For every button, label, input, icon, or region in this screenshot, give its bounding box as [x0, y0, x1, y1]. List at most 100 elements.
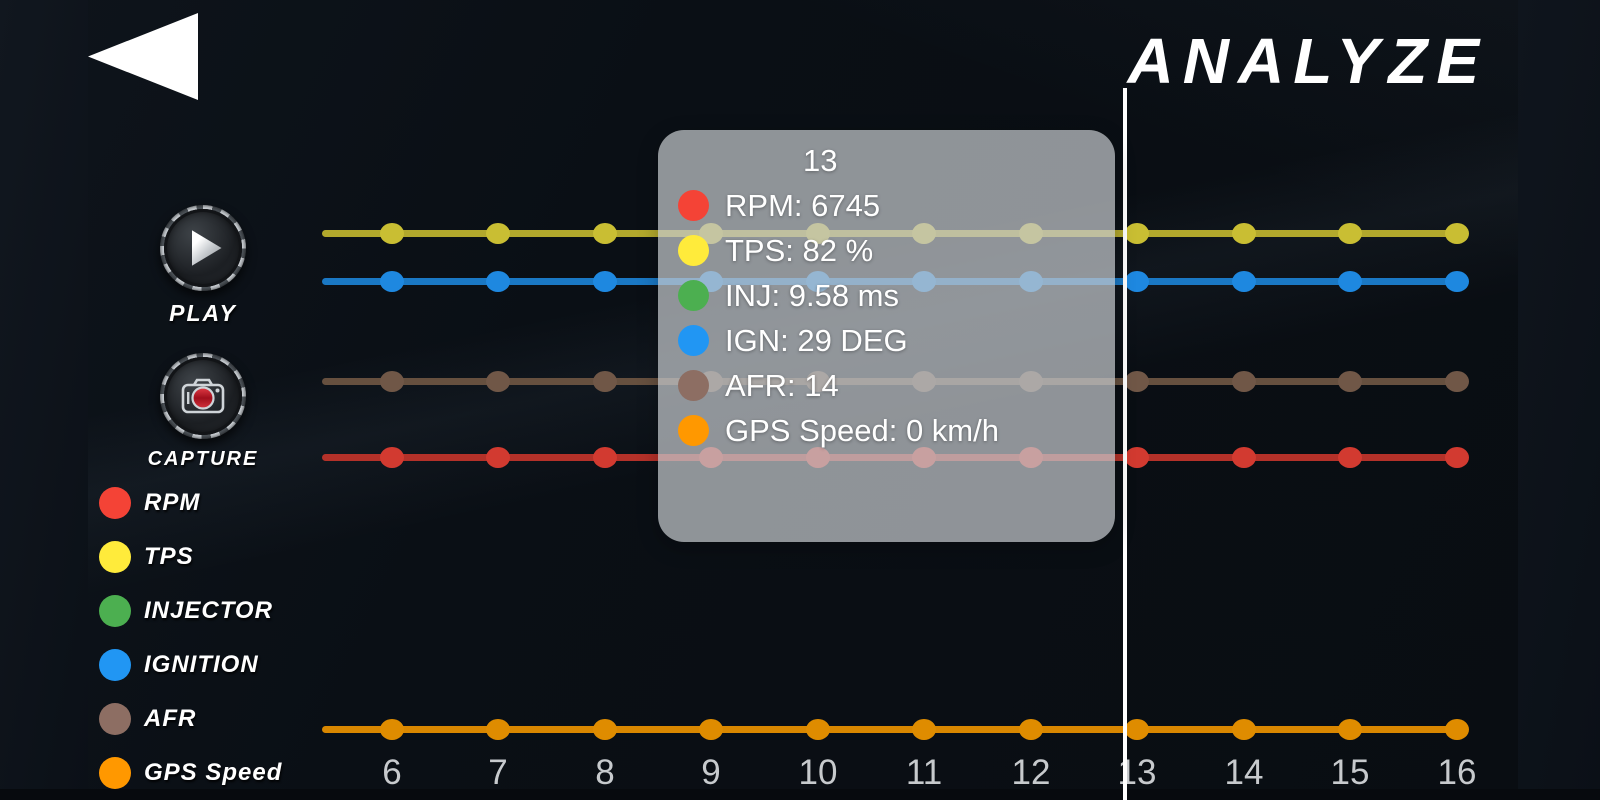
series-point-rpm[interactable]: [1445, 446, 1469, 468]
series-point-rpm[interactable]: [593, 446, 617, 468]
x-axis-label: 10: [798, 753, 838, 792]
x-axis-label: 8: [595, 753, 615, 792]
legend-dot-tps: [99, 541, 131, 573]
tooltip-row-afr: AFR: 14: [658, 363, 1115, 408]
x-axis-label: 9: [701, 753, 721, 792]
legend-item-tps[interactable]: TPS: [99, 530, 282, 584]
series-point-tps[interactable]: [1338, 222, 1362, 244]
series-point-tps[interactable]: [1232, 222, 1256, 244]
series-point-afr[interactable]: [1445, 370, 1469, 392]
series-point-afr[interactable]: [1232, 370, 1256, 392]
tooltip-value-inj: INJ: 9.58 ms: [725, 277, 899, 313]
series-point-tps[interactable]: [1445, 222, 1469, 244]
series-point-gps[interactable]: [699, 718, 723, 740]
play-button-face: [164, 209, 242, 287]
series-point-gps[interactable]: [806, 718, 830, 740]
tooltip-value-tps: TPS: 82 %: [725, 232, 874, 268]
series-point-afr[interactable]: [1125, 370, 1149, 392]
tooltip-value-afr: AFR: 14: [725, 367, 839, 403]
series-point-afr[interactable]: [380, 370, 404, 392]
series-point-rpm[interactable]: [380, 446, 404, 468]
legend-label-ignition: IGNITION: [144, 651, 259, 678]
series-point-ignition[interactable]: [486, 270, 510, 292]
data-tooltip: 13 RPM: 6745 TPS: 82 % INJ: 9.58 ms IGN: 29…: [658, 130, 1115, 542]
legend-dot-afr: [99, 703, 131, 735]
series-point-ignition[interactable]: [1232, 270, 1256, 292]
series-point-ignition[interactable]: [380, 270, 404, 292]
series-line-gps: [322, 725, 1457, 733]
series-point-rpm[interactable]: [1125, 446, 1149, 468]
series-point-tps[interactable]: [1125, 222, 1149, 244]
x-axis-label: 6: [382, 753, 402, 792]
bottom-edge-strip: [0, 789, 1600, 800]
tooltip-row-gps: GPS Speed: 0 km/h: [658, 408, 1115, 453]
series-point-gps[interactable]: [1338, 718, 1362, 740]
play-control: PLAY: [143, 205, 263, 327]
series-point-ignition[interactable]: [1338, 270, 1362, 292]
legend-dot-rpm: [99, 487, 131, 519]
x-axis-label: 12: [1011, 753, 1051, 792]
series-point-rpm[interactable]: [1338, 446, 1362, 468]
legend-dot-ignition: [99, 649, 131, 681]
capture-button-face: [164, 357, 242, 435]
tooltip-value-rpm: RPM: 6745: [725, 187, 881, 223]
tooltip-row-tps: TPS: 82 %: [658, 228, 1115, 273]
legend-dot-gps: [99, 757, 131, 789]
legend-item-injector[interactable]: INJECTOR: [99, 584, 282, 638]
series-point-ignition[interactable]: [1445, 270, 1469, 292]
tooltip-dot-rpm: [678, 190, 709, 221]
legend-item-afr[interactable]: AFR: [99, 692, 282, 746]
play-label: PLAY: [169, 300, 237, 326]
series-point-gps[interactable]: [1019, 718, 1043, 740]
series-point-tps[interactable]: [380, 222, 404, 244]
camera-icon: [181, 378, 225, 414]
series-point-tps[interactable]: [486, 222, 510, 244]
tooltip-dot-ign: [678, 325, 709, 356]
legend-label-tps: TPS: [144, 543, 194, 570]
legend: RPM TPS INJECTOR IGNITION AFR GPS Speed: [99, 476, 282, 800]
series-point-ignition[interactable]: [1125, 270, 1149, 292]
series-point-gps[interactable]: [1125, 718, 1149, 740]
capture-button[interactable]: [160, 353, 246, 439]
play-button[interactable]: [160, 205, 246, 291]
play-icon: [191, 230, 222, 266]
legend-label-gps: GPS Speed: [144, 759, 283, 786]
capture-control: CAPTURE: [143, 353, 263, 471]
back-button[interactable]: [88, 13, 198, 100]
series-point-rpm[interactable]: [1232, 446, 1256, 468]
series-point-tps[interactable]: [593, 222, 617, 244]
tooltip-value-ign: IGN: 29 DEG: [725, 322, 908, 358]
series-point-gps[interactable]: [380, 718, 404, 740]
series-point-rpm[interactable]: [486, 446, 510, 468]
tooltip-dot-gps: [678, 415, 709, 446]
legend-label-afr: AFR: [144, 705, 197, 732]
legend-item-ignition[interactable]: IGNITION: [99, 638, 282, 692]
series-point-gps[interactable]: [593, 718, 617, 740]
tooltip-row-ign: IGN: 29 DEG: [658, 318, 1115, 363]
series-point-gps[interactable]: [1232, 718, 1256, 740]
series-point-afr[interactable]: [593, 370, 617, 392]
x-axis-label: 15: [1330, 753, 1370, 792]
chart-cursor-line[interactable]: [1123, 88, 1127, 800]
series-point-afr[interactable]: [486, 370, 510, 392]
legend-label-injector: INJECTOR: [144, 597, 273, 624]
series-point-gps[interactable]: [486, 718, 510, 740]
tooltip-dot-afr: [678, 370, 709, 401]
tooltip-title: 13: [803, 143, 838, 178]
legend-label-rpm: RPM: [144, 489, 201, 516]
legend-item-gps[interactable]: GPS Speed: [99, 746, 282, 800]
series-point-gps[interactable]: [1445, 718, 1469, 740]
legend-item-rpm[interactable]: RPM: [99, 476, 282, 530]
tooltip-row-inj: INJ: 9.58 ms: [658, 273, 1115, 318]
x-axis-label: 16: [1437, 753, 1477, 792]
series-point-ignition[interactable]: [593, 270, 617, 292]
series-point-afr[interactable]: [1338, 370, 1362, 392]
x-axis-label: 11: [905, 753, 943, 792]
x-axis-label: 7: [488, 753, 508, 792]
x-axis-label: 14: [1224, 753, 1264, 792]
tooltip-row-rpm: RPM: 6745: [658, 183, 1115, 228]
page-title: ANALYZE: [1127, 25, 1488, 97]
tooltip-value-gps: GPS Speed: 0 km/h: [725, 412, 999, 448]
series-point-gps[interactable]: [912, 718, 936, 740]
tooltip-rows: RPM: 6745 TPS: 82 % INJ: 9.58 ms IGN: 29 DE…: [658, 183, 1115, 453]
